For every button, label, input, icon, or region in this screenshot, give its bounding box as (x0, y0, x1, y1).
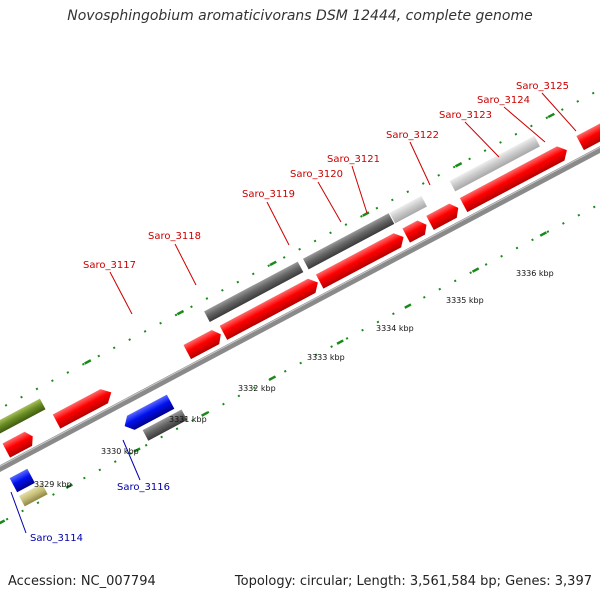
feature-block-gray[interactable] (204, 261, 304, 322)
reverse-gene-labels: Saro_3114 Saro_3116 (30, 482, 170, 544)
scale-label: 3331 kbp (169, 415, 207, 424)
forward-label-leaders (109, 92, 577, 315)
forward-features (0, 135, 540, 440)
scale-major-ticks (0, 137, 600, 562)
feature-block-light-gray[interactable] (389, 195, 427, 224)
gene-label[interactable]: Saro_3116 (117, 482, 170, 493)
gene-label[interactable]: Saro_3117 (83, 260, 136, 271)
scale-labels: 3329 kbp 3330 kbp 3331 kbp 3332 kbp 3333… (34, 269, 554, 489)
gene-reverse[interactable] (9, 468, 35, 493)
reverse-features (19, 409, 188, 507)
gene-label[interactable]: Saro_3114 (30, 533, 83, 544)
gene-label[interactable]: Saro_3124 (477, 95, 530, 106)
feature-block-light-gray[interactable] (449, 135, 540, 192)
gene-forward[interactable] (183, 327, 224, 360)
feature-block-khaki[interactable] (19, 483, 48, 507)
gene-forward[interactable] (459, 143, 571, 213)
feature-block-gray[interactable] (302, 213, 395, 270)
forward-strand-genes (2, 115, 600, 458)
gene-forward[interactable] (426, 201, 462, 230)
gene-forward[interactable] (315, 230, 407, 289)
gene-forward[interactable] (2, 429, 37, 458)
scale-label: 3335 kbp (446, 296, 484, 305)
gene-label[interactable]: Saro_3123 (439, 110, 492, 121)
gene-label[interactable]: Saro_3125 (516, 81, 569, 92)
reverse-label-leaders (10, 439, 141, 534)
gene-forward[interactable] (402, 218, 430, 243)
scale-label: 3334 kbp (376, 324, 414, 333)
scale-label: 3332 kbp (238, 384, 276, 393)
gene-label[interactable]: Saro_3119 (242, 189, 295, 200)
accession-text: Accession: NC_007794 (8, 574, 156, 589)
scale-tick-circle (0, 137, 600, 562)
genome-summary-text: Topology: circular; Length: 3,561,584 bp… (234, 574, 592, 589)
gene-forward[interactable] (52, 385, 115, 429)
scale-label: 3330 kbp (101, 447, 139, 456)
scale-label: 3333 kbp (307, 353, 345, 362)
gene-label[interactable]: Saro_3120 (290, 169, 343, 180)
forward-gene-labels: Saro_3117 Saro_3118 Saro_3119 Saro_3120 … (83, 81, 569, 271)
gene-label[interactable]: Saro_3118 (148, 231, 201, 242)
gene-label[interactable]: Saro_3121 (327, 154, 380, 165)
feature-block-gray[interactable] (142, 409, 188, 441)
feature-block-olive[interactable] (0, 398, 46, 440)
gene-forward[interactable] (219, 275, 322, 340)
scale-label: 3336 kbp (516, 269, 554, 278)
genome-backbone (0, 93, 600, 521)
map-title: Novosphingobium aromaticivorans DSM 1244… (67, 8, 533, 24)
gene-reverse[interactable] (121, 394, 175, 434)
gene-label[interactable]: Saro_3122 (386, 130, 439, 141)
scale-label: 3329 kbp (34, 480, 72, 489)
gene-forward[interactable] (576, 115, 600, 151)
reverse-strand-genes (9, 394, 175, 493)
